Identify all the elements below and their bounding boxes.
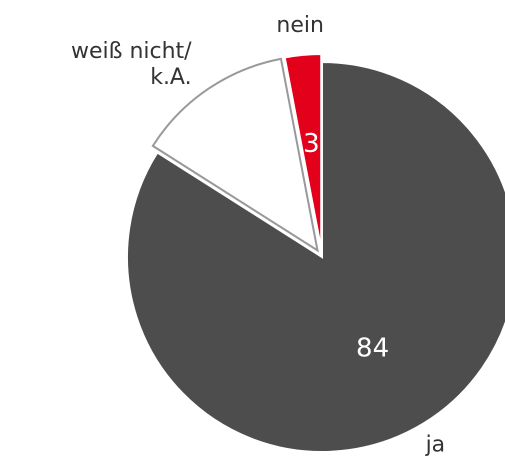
category-label-line: ja [425,432,446,457]
category-label: nein [276,13,324,38]
pie-slice [126,60,505,453]
category-label: ja [425,432,446,457]
pie-slice [283,53,323,250]
category-label: weiß nicht/k.A. [71,39,192,90]
pie-slice [151,57,319,253]
category-label-line: weiß nicht/ [71,39,192,64]
category-label-line: k.A. [150,65,191,90]
data-label: 84 [356,334,389,364]
data-label: 3 [303,129,320,159]
category-label-line: nein [276,13,324,38]
